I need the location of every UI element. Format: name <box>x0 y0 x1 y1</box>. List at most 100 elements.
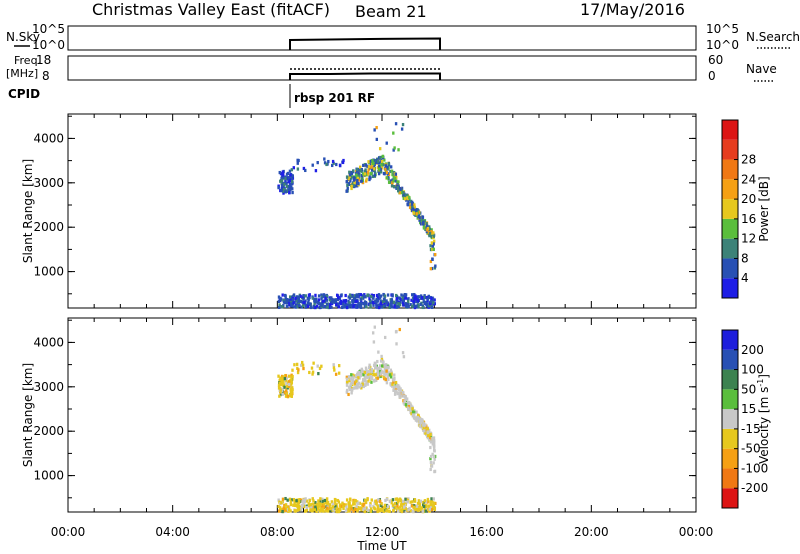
range-cell <box>368 177 371 182</box>
range-cell <box>429 457 432 461</box>
range-cell <box>314 297 318 301</box>
range-cell <box>311 509 314 513</box>
range-cell <box>396 391 399 395</box>
range-cell <box>381 507 384 511</box>
range-cell <box>278 381 281 385</box>
range-cell <box>367 160 370 164</box>
range-cell <box>289 297 292 301</box>
range-cell <box>385 141 388 145</box>
range-cell <box>290 304 293 308</box>
range-cell <box>353 177 356 181</box>
range-cell <box>341 305 344 310</box>
range-cell <box>427 294 431 299</box>
freq-label: Freq. <box>14 54 41 67</box>
range-cell <box>315 300 318 304</box>
range-cell <box>412 505 416 509</box>
range-cell <box>354 507 357 512</box>
range-cell <box>409 500 412 504</box>
power-panel: 1000 2000 3000 4000 Slant Range [km] 4 8 12 16 20… <box>21 113 771 310</box>
range-cell <box>280 184 284 188</box>
range-cell <box>288 374 291 378</box>
range-cell <box>288 182 292 186</box>
range-cell <box>279 297 283 301</box>
range-cell <box>360 371 364 375</box>
range-cell <box>360 508 363 512</box>
range-cell <box>424 509 427 513</box>
range-cell <box>367 168 370 172</box>
range-cell <box>434 264 437 268</box>
range-cell <box>376 298 379 303</box>
range-cell <box>325 509 328 513</box>
range-cell <box>291 180 294 184</box>
colorbar-label: Velocity [m s-1] <box>756 374 771 464</box>
range-cell <box>277 299 281 304</box>
range-cell <box>407 297 410 301</box>
range-cell <box>284 379 288 383</box>
range-cell <box>283 390 287 395</box>
range-cell <box>344 503 347 507</box>
range-cell <box>363 370 367 375</box>
range-cell <box>370 367 374 372</box>
range-cell <box>425 229 429 234</box>
range-cell <box>355 379 358 383</box>
range-cell <box>319 497 322 501</box>
range-cell <box>337 509 340 514</box>
range-cell <box>322 505 326 509</box>
velocity-panel: 1000 2000 3000 4000 00:00 04:00 08:00 12:00 16:0… <box>21 317 771 553</box>
range-cell <box>426 297 429 301</box>
range-cell <box>370 370 373 374</box>
range-cell <box>425 302 428 306</box>
range-cell <box>385 170 388 175</box>
range-cell <box>288 384 291 388</box>
range-cell <box>281 293 284 297</box>
colorbar-label-exponent: -1 <box>756 379 765 387</box>
range-cell <box>401 296 404 300</box>
range-cell <box>412 293 416 297</box>
range-cell <box>348 379 351 383</box>
range-cell <box>321 299 324 303</box>
range-cell <box>383 335 387 340</box>
range-cell <box>323 161 327 165</box>
range-cell <box>397 302 400 306</box>
range-cell <box>358 507 361 511</box>
range-cell <box>426 299 429 303</box>
range-cell <box>350 186 353 191</box>
range-cell <box>284 297 287 301</box>
plot-date: 17/May/2016 <box>580 0 685 19</box>
range-cell <box>298 499 301 503</box>
range-cell <box>352 498 355 503</box>
range-cell <box>395 297 399 301</box>
range-cell <box>413 508 416 512</box>
range-cell <box>391 382 394 386</box>
range-cell <box>351 507 355 511</box>
range-cell <box>430 464 434 468</box>
y-tick-label: 2000 <box>33 220 64 234</box>
range-cell <box>358 385 361 389</box>
range-cell <box>410 412 413 416</box>
range-cell <box>407 406 410 410</box>
range-cell <box>370 168 374 172</box>
range-cell <box>318 509 322 513</box>
range-cell <box>422 295 425 299</box>
freq-trace <box>289 72 441 80</box>
range-cell <box>396 189 400 193</box>
range-cell <box>286 386 289 390</box>
y-axis-label: Slant Range [km] <box>21 159 35 263</box>
range-cell <box>375 366 378 370</box>
range-cell <box>432 503 435 507</box>
x-tick-label: 04:00 <box>155 525 190 539</box>
range-cell <box>279 388 282 392</box>
range-cell <box>365 380 368 384</box>
range-cell <box>415 212 418 216</box>
range-cell <box>397 300 400 304</box>
range-cell <box>291 386 294 390</box>
range-cell <box>363 169 366 173</box>
range-cell <box>290 185 293 189</box>
range-cell <box>384 498 387 503</box>
range-cell <box>355 294 358 298</box>
range-cell <box>281 305 284 309</box>
range-cell <box>404 509 408 514</box>
range-cell <box>421 305 425 310</box>
range-cell <box>397 385 400 390</box>
range-cell <box>385 509 388 513</box>
